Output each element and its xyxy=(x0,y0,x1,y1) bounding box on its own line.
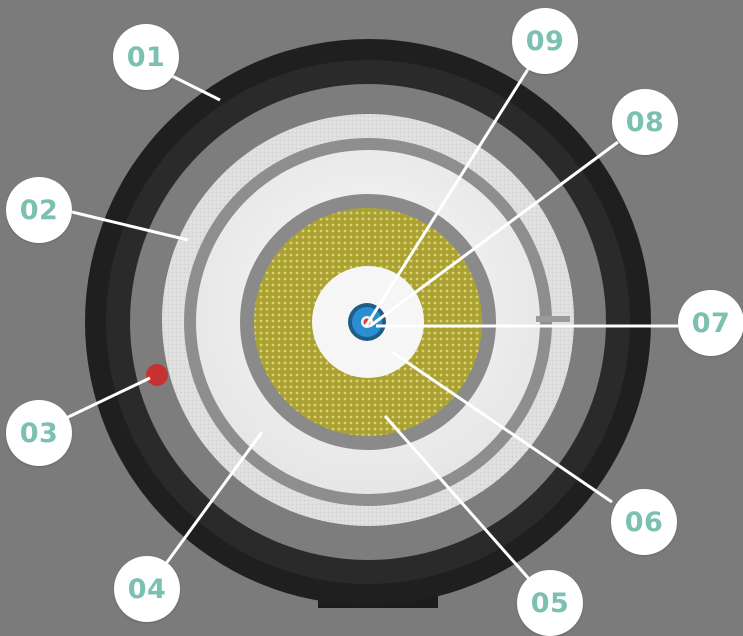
leader-line-06 xyxy=(391,350,613,504)
leader-lines xyxy=(61,65,680,581)
notch xyxy=(536,316,570,322)
leader-line-03 xyxy=(61,376,151,422)
callout-01: 01 xyxy=(113,24,179,90)
callout-09: 09 xyxy=(512,8,578,74)
callout-02: 02 xyxy=(6,177,72,243)
leader-line-04 xyxy=(163,431,264,566)
callout-06: 06 xyxy=(611,489,677,555)
callout-08: 08 xyxy=(612,89,678,155)
marker-dot xyxy=(146,364,168,386)
leader-line-01 xyxy=(167,72,221,102)
leader-line-09 xyxy=(364,65,532,327)
leader-line-05 xyxy=(383,415,532,581)
callout-07: 07 xyxy=(678,290,743,356)
leader-line-08 xyxy=(369,140,619,328)
callout-05: 05 xyxy=(517,570,583,636)
leader-line-02 xyxy=(71,210,189,242)
callout-03: 03 xyxy=(6,400,72,466)
callout-04: 04 xyxy=(114,556,180,622)
